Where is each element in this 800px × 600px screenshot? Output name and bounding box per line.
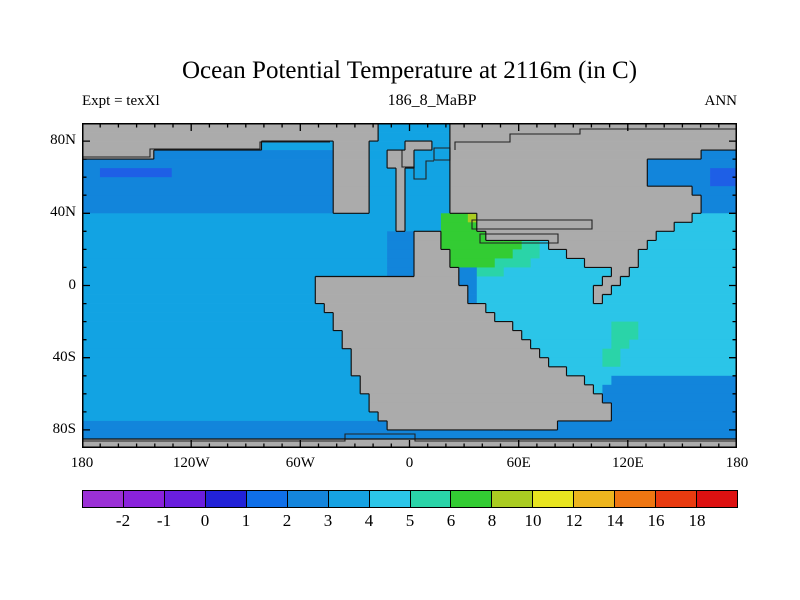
season-label: ANN [704, 93, 738, 109]
colorbar-tick-label: 3 [323, 511, 333, 530]
x-axis-label: 60W [285, 455, 315, 471]
colorbar-tick-label: 10 [524, 511, 542, 530]
colorbar-tick-label: 1 [241, 511, 251, 530]
colorbar-cell [327, 491, 369, 507]
x-axis-label: 120E [611, 455, 644, 471]
colorbar-tick-label: 0 [200, 511, 210, 530]
experiment-label: Expt = texXl [82, 93, 160, 109]
colorbar-cell [122, 491, 164, 507]
plot-title: Ocean Potential Temperature at 2116m (in… [181, 57, 638, 84]
colorbar-tick-label: -2 [115, 511, 131, 530]
y-axis-label: 0 [68, 276, 77, 293]
colorbar-tick-label: 14 [606, 511, 624, 530]
x-axis-label: 0 [405, 455, 414, 471]
colorbar-cell [83, 491, 123, 507]
x-axis-label: 60E [506, 455, 531, 471]
colorbar-tick-label: 18 [688, 511, 706, 530]
colorbar-cell [204, 491, 246, 507]
y-axis-label: 40S [52, 348, 76, 365]
colorbar-tick-label: 16 [647, 511, 665, 530]
map-panel [82, 123, 737, 448]
model-coastline [82, 123, 737, 440]
colorbar-tick-label: -1 [156, 511, 172, 530]
colorbar-tick-label: 12 [565, 511, 583, 530]
x-axis-label: 180 [70, 455, 94, 471]
colorbar-cell [409, 491, 451, 507]
colorbar [82, 490, 738, 508]
x-axis-label: 180 [725, 455, 749, 471]
colorbar-cell [286, 491, 328, 507]
plot-subheader: Expt = texXl 186_8_MaBP ANN [82, 92, 737, 112]
colorbar-cell [696, 491, 737, 507]
colorbar-cell [655, 491, 697, 507]
y-axis-label: 80N [50, 132, 76, 149]
colorbar-cell [368, 491, 410, 507]
colorbar-tick-label: 6 [446, 511, 456, 530]
colorbar-tick-label: 4 [364, 511, 374, 530]
colorbar-cell [532, 491, 574, 507]
x-axis-label: 120W [172, 455, 210, 471]
colorbar-cell [491, 491, 533, 507]
axis-ticks [82, 123, 737, 448]
colorbar-cell [450, 491, 492, 507]
colorbar-tick-label: 8 [487, 511, 497, 530]
colorbar-cell [573, 491, 615, 507]
age-label: 186_8_MaBP [387, 92, 477, 109]
paleo-coastline-outlines [82, 128, 737, 442]
colorbar-cell [614, 491, 656, 507]
temperature-map [82, 123, 737, 448]
colorbar-cell [245, 491, 287, 507]
colorbar-tick-label: 2 [282, 511, 292, 530]
map-frame [82, 123, 737, 448]
colorbar-cell [163, 491, 205, 507]
y-axis-label: 80S [52, 420, 76, 437]
y-axis-label: 40N [50, 204, 76, 221]
colorbar-tick-label: 5 [405, 511, 415, 530]
